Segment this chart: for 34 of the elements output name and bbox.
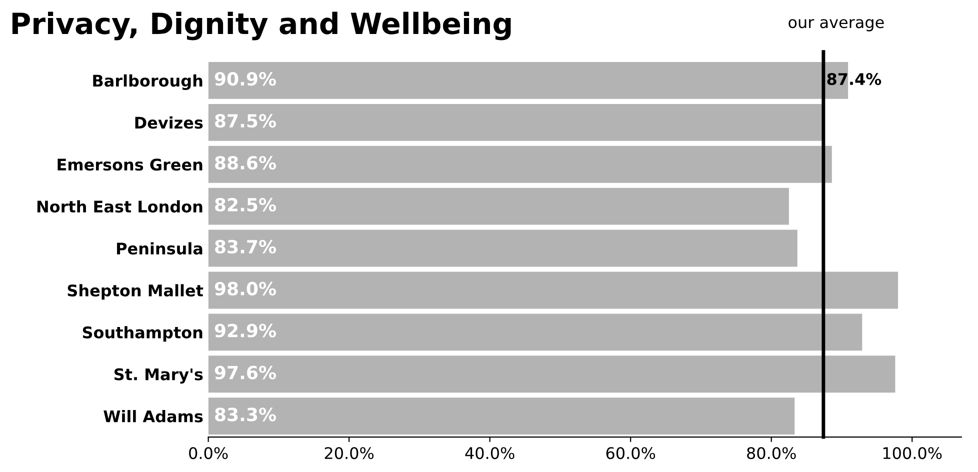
y-tick-label: Emersons Green [58, 158, 202, 171]
y-tick-label: North East London [37, 200, 202, 213]
y-tick-label: Will Adams [104, 410, 203, 422]
bar [208, 146, 832, 183]
y-tick-label: Barlborough [93, 74, 202, 90]
data-label: 83.7% [215, 240, 276, 254]
bar [208, 188, 789, 225]
x-tick-label: 100.0% [883, 447, 942, 460]
y-tick-label: Devizes [135, 116, 203, 129]
data-label: 88.6% [215, 156, 276, 170]
bar [208, 356, 896, 393]
x-tick-label: 20.0% [324, 447, 374, 460]
x-tick-label: 80.0% [747, 447, 796, 460]
data-label: 82.5% [215, 198, 276, 212]
x-tick-label: 40.0% [465, 447, 514, 460]
data-label: 83.3% [215, 408, 276, 422]
chart-title: Privacy, Dignity and Wellbeing [12, 12, 511, 40]
bar [208, 230, 798, 267]
data-label: 87.5% [215, 114, 276, 128]
data-label: 92.9% [214, 324, 276, 338]
ref-line-label: 87.4% [827, 73, 882, 86]
x-tick-label: 0.0% [189, 447, 228, 460]
x-tick-label: 60.0% [606, 447, 656, 460]
data-label: 97.6% [214, 366, 276, 380]
bar [208, 272, 898, 309]
data-label: 98.0% [214, 282, 276, 296]
bar [208, 314, 862, 351]
bar [208, 398, 795, 435]
text: our average [788, 19, 884, 32]
y-tick-label: Shepton Mallet [68, 284, 204, 300]
y-tick-label: Peninsula [117, 242, 202, 255]
y-tick-label: St. Mary's [114, 368, 203, 384]
y-tick-label: Southampton [82, 326, 202, 342]
data-label: 90.9% [214, 72, 276, 86]
